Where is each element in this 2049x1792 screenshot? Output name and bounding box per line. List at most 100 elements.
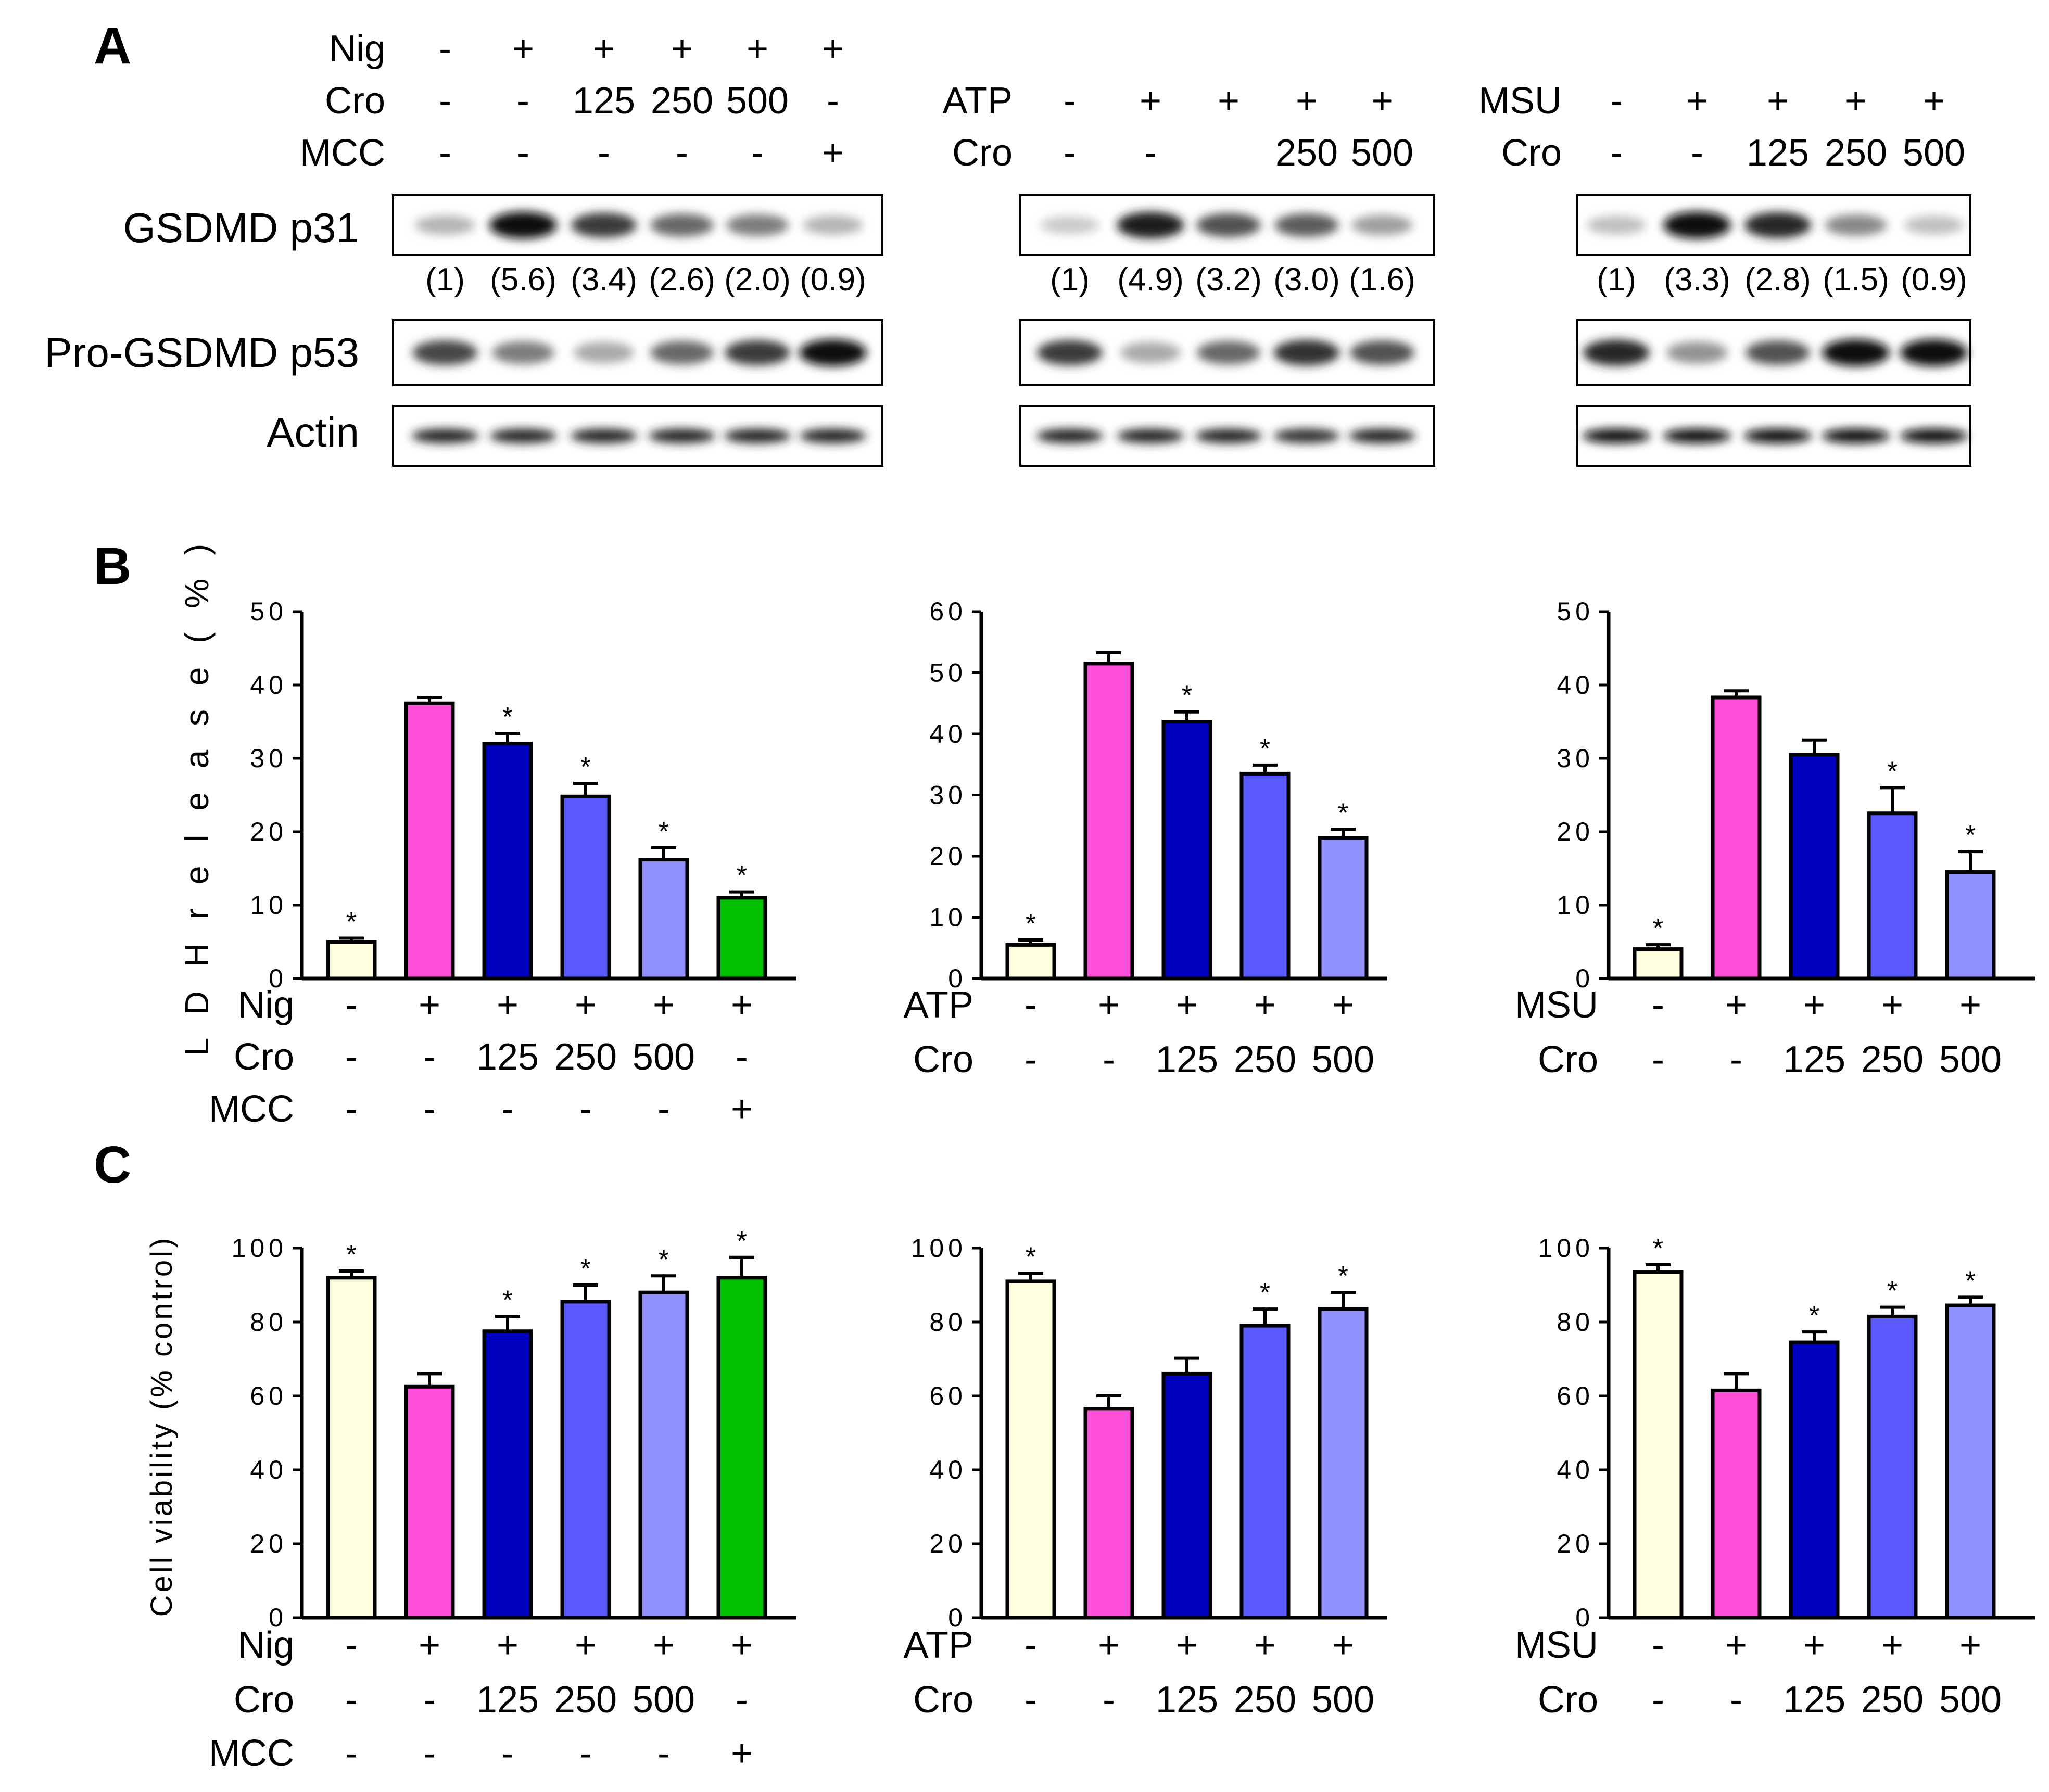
blot-band xyxy=(571,428,637,443)
x-condition-value: + xyxy=(575,984,597,1026)
significance-star: * xyxy=(737,1226,747,1256)
bar xyxy=(1789,1340,1840,1620)
x-condition-value: - xyxy=(1024,1039,1037,1081)
bar xyxy=(1867,1314,1918,1620)
bar xyxy=(638,858,689,981)
bar xyxy=(1161,720,1212,981)
y-tick-label: 60 xyxy=(250,1381,287,1410)
x-condition-value: - xyxy=(345,1733,358,1774)
wb-quant-value: (2.6) xyxy=(649,262,715,298)
significance-star: * xyxy=(580,1254,591,1284)
x-condition-value: + xyxy=(1803,1624,1825,1666)
x-condition-value: - xyxy=(345,1624,358,1666)
wb-quant-value: (3.4) xyxy=(571,262,637,298)
wb-condition-value: + xyxy=(1140,80,1161,122)
wb-condition-value: + xyxy=(1218,80,1239,122)
x-condition-value: 500 xyxy=(633,1679,695,1721)
blot-band xyxy=(1583,339,1650,366)
blot-band xyxy=(724,428,791,443)
y-tick-label: 80 xyxy=(1557,1307,1594,1337)
x-condition-value: 500 xyxy=(1312,1679,1374,1721)
wb-quant-value: (3.3) xyxy=(1664,262,1730,298)
y-tick-label: 80 xyxy=(250,1307,287,1337)
x-condition-value: + xyxy=(731,1624,753,1666)
bar xyxy=(1945,1303,1996,1620)
significance-star: * xyxy=(1809,1301,1819,1331)
y-tick-label: 20 xyxy=(250,1529,287,1558)
x-condition-value: + xyxy=(653,1624,675,1666)
wb-quant-value: (0.9) xyxy=(800,262,866,298)
x-condition-value: 500 xyxy=(1312,1039,1374,1081)
blot-band xyxy=(1197,340,1260,365)
blot-band xyxy=(1663,428,1731,443)
significance-star: * xyxy=(1887,756,1898,786)
y-tick-label: 50 xyxy=(1557,597,1594,626)
x-condition-value: + xyxy=(1803,984,1825,1026)
blot-band xyxy=(1663,211,1731,239)
wb-condition-value: - xyxy=(439,132,451,174)
x-condition-value: - xyxy=(1024,984,1037,1026)
blot-band xyxy=(1666,341,1728,364)
significance-star: * xyxy=(1026,1242,1036,1272)
x-condition-value: - xyxy=(579,1088,592,1130)
blot-band xyxy=(1040,216,1099,234)
x-condition-value: - xyxy=(1652,1039,1664,1081)
blot-band xyxy=(1900,339,1968,366)
wb-condition-label: Cro xyxy=(1501,132,1562,174)
y-axis-title: L D H r e l e a s e ( % ) xyxy=(178,537,216,1056)
x-condition-label: MCC xyxy=(209,1733,294,1774)
y-axis-title: Cell viability (% control) xyxy=(145,1236,179,1617)
wb-condition-label: Cro xyxy=(325,80,385,122)
y-tick-label: 20 xyxy=(1557,817,1594,846)
bar xyxy=(638,1290,689,1620)
blot-band xyxy=(725,340,790,365)
bar xyxy=(482,1329,533,1620)
significance-star: * xyxy=(1026,909,1036,939)
y-tick-label: 30 xyxy=(1557,744,1594,773)
wb-condition-value: + xyxy=(822,132,844,174)
wb-condition-value: 500 xyxy=(726,80,789,122)
y-tick-label: 0 xyxy=(948,964,967,993)
x-condition-value: - xyxy=(345,1036,358,1078)
x-condition-value: + xyxy=(731,984,753,1026)
blot-band xyxy=(1825,214,1887,236)
x-condition-value: - xyxy=(423,1088,436,1130)
panel-letter-c: C xyxy=(94,1136,131,1194)
wb-condition-value: + xyxy=(1923,80,1945,122)
blot-band xyxy=(574,342,634,363)
x-condition-value: 250 xyxy=(554,1036,617,1078)
x-condition-value: 125 xyxy=(476,1679,539,1721)
x-condition-value: + xyxy=(1254,984,1276,1026)
wb-condition-value: 250 xyxy=(1275,132,1338,174)
wb-condition-label: Nig xyxy=(329,28,385,70)
bar-charts-layer: 0 10 20 30 40 50 L D H r e l e a s e ( % ) * - - -… xyxy=(145,537,2035,1774)
x-condition-value: 500 xyxy=(1939,1039,2002,1081)
blot-band xyxy=(726,214,789,236)
wb-condition-value: - xyxy=(517,132,529,174)
x-condition-value: + xyxy=(497,984,518,1026)
x-condition-value: - xyxy=(423,1733,436,1774)
x-condition-value: - xyxy=(423,1036,436,1078)
blot-label-gsdmd-p31: GSDMD p31 xyxy=(123,205,359,251)
x-condition-value: 125 xyxy=(1783,1679,1845,1721)
wb-condition-value: 500 xyxy=(1903,132,1965,174)
x-condition-value: + xyxy=(1959,984,1981,1026)
x-condition-value: - xyxy=(1652,984,1664,1026)
wb-condition-value: - xyxy=(676,132,688,174)
y-tick-label: 20 xyxy=(250,817,287,846)
bar xyxy=(1161,1371,1212,1620)
y-tick-label: 60 xyxy=(1557,1381,1594,1410)
x-condition-value: + xyxy=(1881,1624,1903,1666)
x-condition-label: Cro xyxy=(234,1679,294,1721)
x-condition-value: + xyxy=(731,1088,753,1130)
x-condition-value: + xyxy=(1176,984,1198,1026)
blot-band xyxy=(1117,212,1184,238)
x-condition-value: - xyxy=(1103,1039,1115,1081)
y-tick-label: 0 xyxy=(948,1603,967,1632)
wb-quant-value: (1.5) xyxy=(1823,262,1889,298)
x-condition-label: Cro xyxy=(913,1679,973,1721)
x-condition-value: + xyxy=(1098,1624,1120,1666)
bar xyxy=(404,1384,455,1620)
wb-condition-label: Cro xyxy=(952,132,1013,174)
